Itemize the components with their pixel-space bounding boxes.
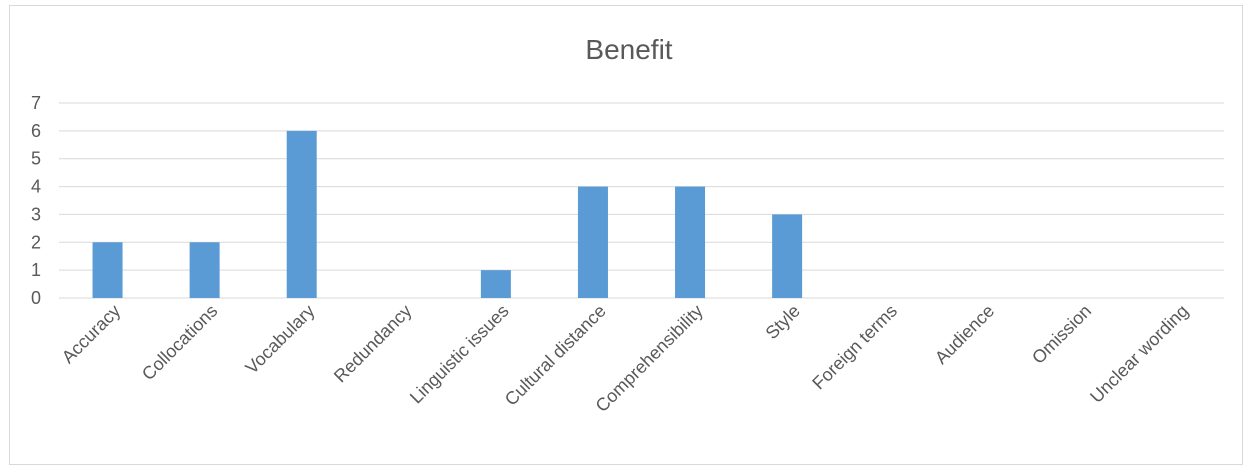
y-axis: 0 1 2 3 4 5 6 7	[31, 93, 41, 308]
bars	[92, 130, 803, 298]
chart-frame	[9, 5, 1243, 465]
y-tick-label: 7	[31, 93, 41, 113]
y-tick-label: 4	[31, 177, 41, 197]
x-tick-label: Linguistic issues	[406, 301, 513, 408]
x-tick-label: Style	[762, 301, 804, 343]
x-tick-label: Comprehensibility	[592, 301, 707, 416]
bar	[772, 214, 803, 298]
x-tick-label: Vocabulary	[241, 301, 318, 378]
y-tick-label: 2	[31, 232, 41, 252]
chart-title: Benefit	[585, 34, 672, 65]
y-tick-label: 5	[31, 149, 41, 169]
y-tick-label: 6	[31, 121, 41, 141]
x-tick-label: Cultural distance	[501, 301, 610, 410]
bar	[577, 186, 608, 298]
bar	[92, 242, 123, 298]
x-tick-label: Omission	[1028, 301, 1095, 368]
bar	[286, 130, 317, 298]
x-tick-label: Unclear wording	[1086, 301, 1192, 407]
x-tick-label: Foreign terms	[808, 301, 901, 394]
y-tick-label: 1	[31, 260, 41, 280]
x-tick-label: Redundancy	[330, 301, 416, 387]
gridlines	[59, 102, 1224, 299]
x-tick-label: Accuracy	[58, 301, 124, 367]
y-tick-label: 3	[31, 204, 41, 224]
bar	[480, 270, 511, 298]
bar	[189, 242, 220, 298]
bar	[675, 186, 706, 298]
x-tick-label: Collocations	[138, 301, 221, 384]
x-tick-label: Audience	[931, 301, 998, 368]
y-tick-label: 0	[31, 288, 41, 308]
x-axis: Accuracy Collocations Vocabulary Redundancy…	[58, 301, 1192, 416]
